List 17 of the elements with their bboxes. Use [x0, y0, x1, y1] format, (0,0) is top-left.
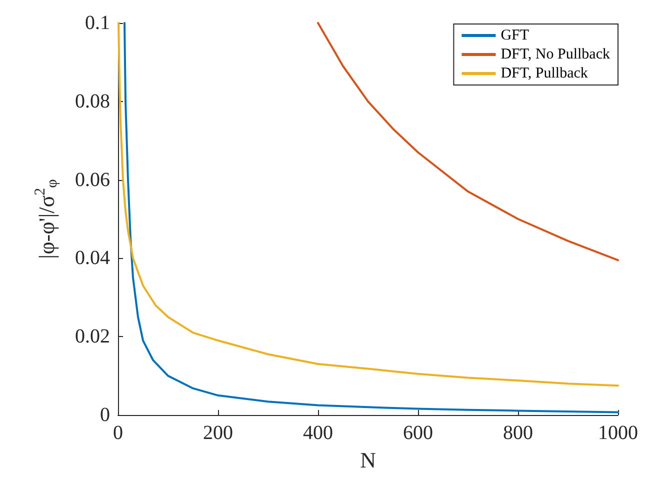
y-tick-label: 0 — [100, 404, 110, 426]
x-tick-label: 600 — [403, 422, 433, 444]
x-axis-title: N — [360, 448, 376, 472]
y-tick-label: 0.06 — [75, 168, 110, 191]
y-tick-label: 0.04 — [75, 247, 110, 270]
x-tick-label: 400 — [303, 422, 333, 444]
y-tick-label: 0.08 — [75, 90, 110, 112]
x-tick-label: 200 — [203, 422, 233, 444]
line-series — [317, 22, 619, 262]
x-tick-label: 800 — [503, 422, 533, 444]
legend-label: DFT, Pullback — [500, 66, 588, 82]
y-tick-label: 0.02 — [75, 326, 110, 348]
legend-label: DFT, No Pullback — [500, 46, 610, 62]
y-tick-label: 0.1 — [85, 12, 110, 34]
legend-label: GFT — [500, 28, 530, 44]
x-tick-label: 1000 — [598, 422, 638, 444]
y-axis-title: |φ-φ'|/σ2φ — [32, 178, 60, 259]
